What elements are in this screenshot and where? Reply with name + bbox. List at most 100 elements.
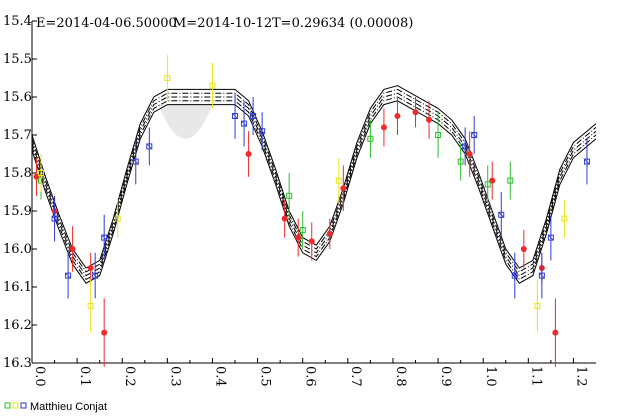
x-tick-label: 0.7 bbox=[348, 366, 363, 387]
point-marker-cross bbox=[92, 272, 98, 279]
point-marker bbox=[92, 272, 99, 279]
point-marker bbox=[471, 132, 478, 138]
x-tick-label: 1.2 bbox=[573, 366, 588, 387]
point-marker bbox=[250, 113, 257, 119]
x-tick-label: 0.1 bbox=[77, 366, 92, 387]
fit-curve-line bbox=[31, 88, 597, 273]
point-marker-cross bbox=[259, 128, 265, 134]
point-marker bbox=[286, 192, 293, 199]
point-marker bbox=[511, 272, 518, 279]
point-marker bbox=[340, 185, 347, 192]
shaded-region bbox=[158, 104, 213, 139]
point-marker bbox=[87, 265, 94, 271]
x-tick-label: 0.5 bbox=[258, 366, 273, 387]
point-marker bbox=[209, 82, 216, 89]
point-marker-cross bbox=[548, 234, 554, 241]
point-marker bbox=[101, 234, 108, 241]
x-tick-label: 0.9 bbox=[438, 366, 453, 387]
epoch-label: E=2014-04-06.50000 bbox=[36, 16, 177, 31]
point-marker-cross bbox=[584, 158, 590, 165]
point-marker bbox=[245, 151, 252, 157]
point-marker bbox=[232, 113, 239, 119]
point-marker bbox=[498, 211, 505, 218]
period-label: T=0.29634 (0.00008) bbox=[272, 16, 413, 31]
x-tick-label: 0.4 bbox=[212, 366, 227, 387]
point-marker bbox=[394, 113, 401, 119]
x-tick-label: 0.0 bbox=[32, 366, 47, 387]
point-marker bbox=[335, 177, 342, 184]
point-marker bbox=[552, 329, 559, 336]
point-marker bbox=[520, 246, 527, 252]
max-date-label: M=2014-10-12 bbox=[173, 16, 272, 31]
point-marker-cross bbox=[241, 120, 247, 127]
point-marker-cross bbox=[512, 272, 518, 279]
point-marker bbox=[466, 151, 473, 157]
y-tick-label: 16.0 bbox=[3, 242, 32, 257]
data-points bbox=[33, 55, 590, 367]
point-marker-cross bbox=[462, 143, 468, 150]
point-marker bbox=[435, 132, 442, 138]
legend: Matthieu Conjat bbox=[4, 401, 107, 413]
y-tick-label: 16.3 bbox=[3, 356, 32, 371]
point-marker bbox=[38, 170, 45, 176]
point-marker bbox=[69, 246, 76, 252]
point-marker-cross bbox=[65, 272, 71, 279]
point-marker bbox=[132, 158, 139, 165]
x-tick-label: 0.3 bbox=[167, 366, 182, 387]
point-marker bbox=[295, 234, 302, 241]
point-marker bbox=[241, 120, 248, 127]
y-tick-label: 15.5 bbox=[3, 52, 32, 67]
legend-marker-blue bbox=[20, 402, 27, 409]
point-marker bbox=[547, 234, 554, 241]
point-marker-cross bbox=[101, 234, 107, 241]
y-tick-label: 16.2 bbox=[3, 318, 32, 333]
fit-curve-line bbox=[31, 85, 597, 269]
legend-marker-yellow bbox=[12, 402, 19, 409]
point-marker bbox=[308, 238, 315, 245]
y-tick-label: 15.6 bbox=[3, 90, 32, 105]
point-marker bbox=[367, 135, 374, 142]
point-marker bbox=[507, 177, 514, 184]
point-marker bbox=[462, 143, 469, 150]
point-marker bbox=[561, 215, 568, 222]
point-marker-cross bbox=[132, 158, 139, 165]
y-tick-label: 15.7 bbox=[3, 128, 32, 143]
point-marker bbox=[538, 272, 545, 279]
point-marker-cross bbox=[250, 113, 256, 119]
axes: 15.4 15.5 15.6 15.7 15.8 15.9 16.0 16.1 16.2 16.3… bbox=[3, 14, 596, 387]
y-tick-label: 15.4 bbox=[3, 14, 32, 29]
legend-observer: Matthieu Conjat bbox=[30, 401, 107, 413]
y-tick-label: 16.1 bbox=[3, 280, 32, 295]
point-marker-cross bbox=[539, 272, 545, 279]
y-tick-label: 15.9 bbox=[3, 204, 32, 219]
point-marker-cross bbox=[51, 215, 58, 222]
point-marker bbox=[65, 272, 72, 279]
point-marker bbox=[457, 158, 464, 165]
point-marker bbox=[51, 215, 58, 222]
x-tick-label: 1.0 bbox=[483, 366, 498, 387]
x-tick-label: 1.1 bbox=[528, 366, 543, 387]
x-tick-label: 0.6 bbox=[303, 366, 318, 387]
point-marker bbox=[259, 128, 266, 135]
fit-curve-line bbox=[31, 92, 597, 277]
point-marker bbox=[534, 303, 541, 309]
point-marker-cross bbox=[471, 132, 477, 138]
point-marker-cross bbox=[498, 212, 505, 218]
point-marker bbox=[326, 230, 333, 237]
point-marker bbox=[412, 109, 419, 116]
point-marker bbox=[484, 181, 491, 188]
fit-curves bbox=[31, 85, 597, 284]
point-marker bbox=[426, 116, 433, 123]
point-marker bbox=[101, 329, 108, 336]
point-marker bbox=[583, 158, 590, 165]
point-marker bbox=[87, 303, 94, 309]
x-tick-label: 0.2 bbox=[122, 366, 137, 387]
fit-curve-line bbox=[31, 100, 597, 284]
legend-marker-green bbox=[4, 402, 11, 409]
point-marker bbox=[281, 215, 288, 222]
y-tick-label: 15.8 bbox=[3, 166, 32, 181]
point-marker bbox=[164, 75, 171, 81]
point-marker bbox=[380, 124, 387, 131]
